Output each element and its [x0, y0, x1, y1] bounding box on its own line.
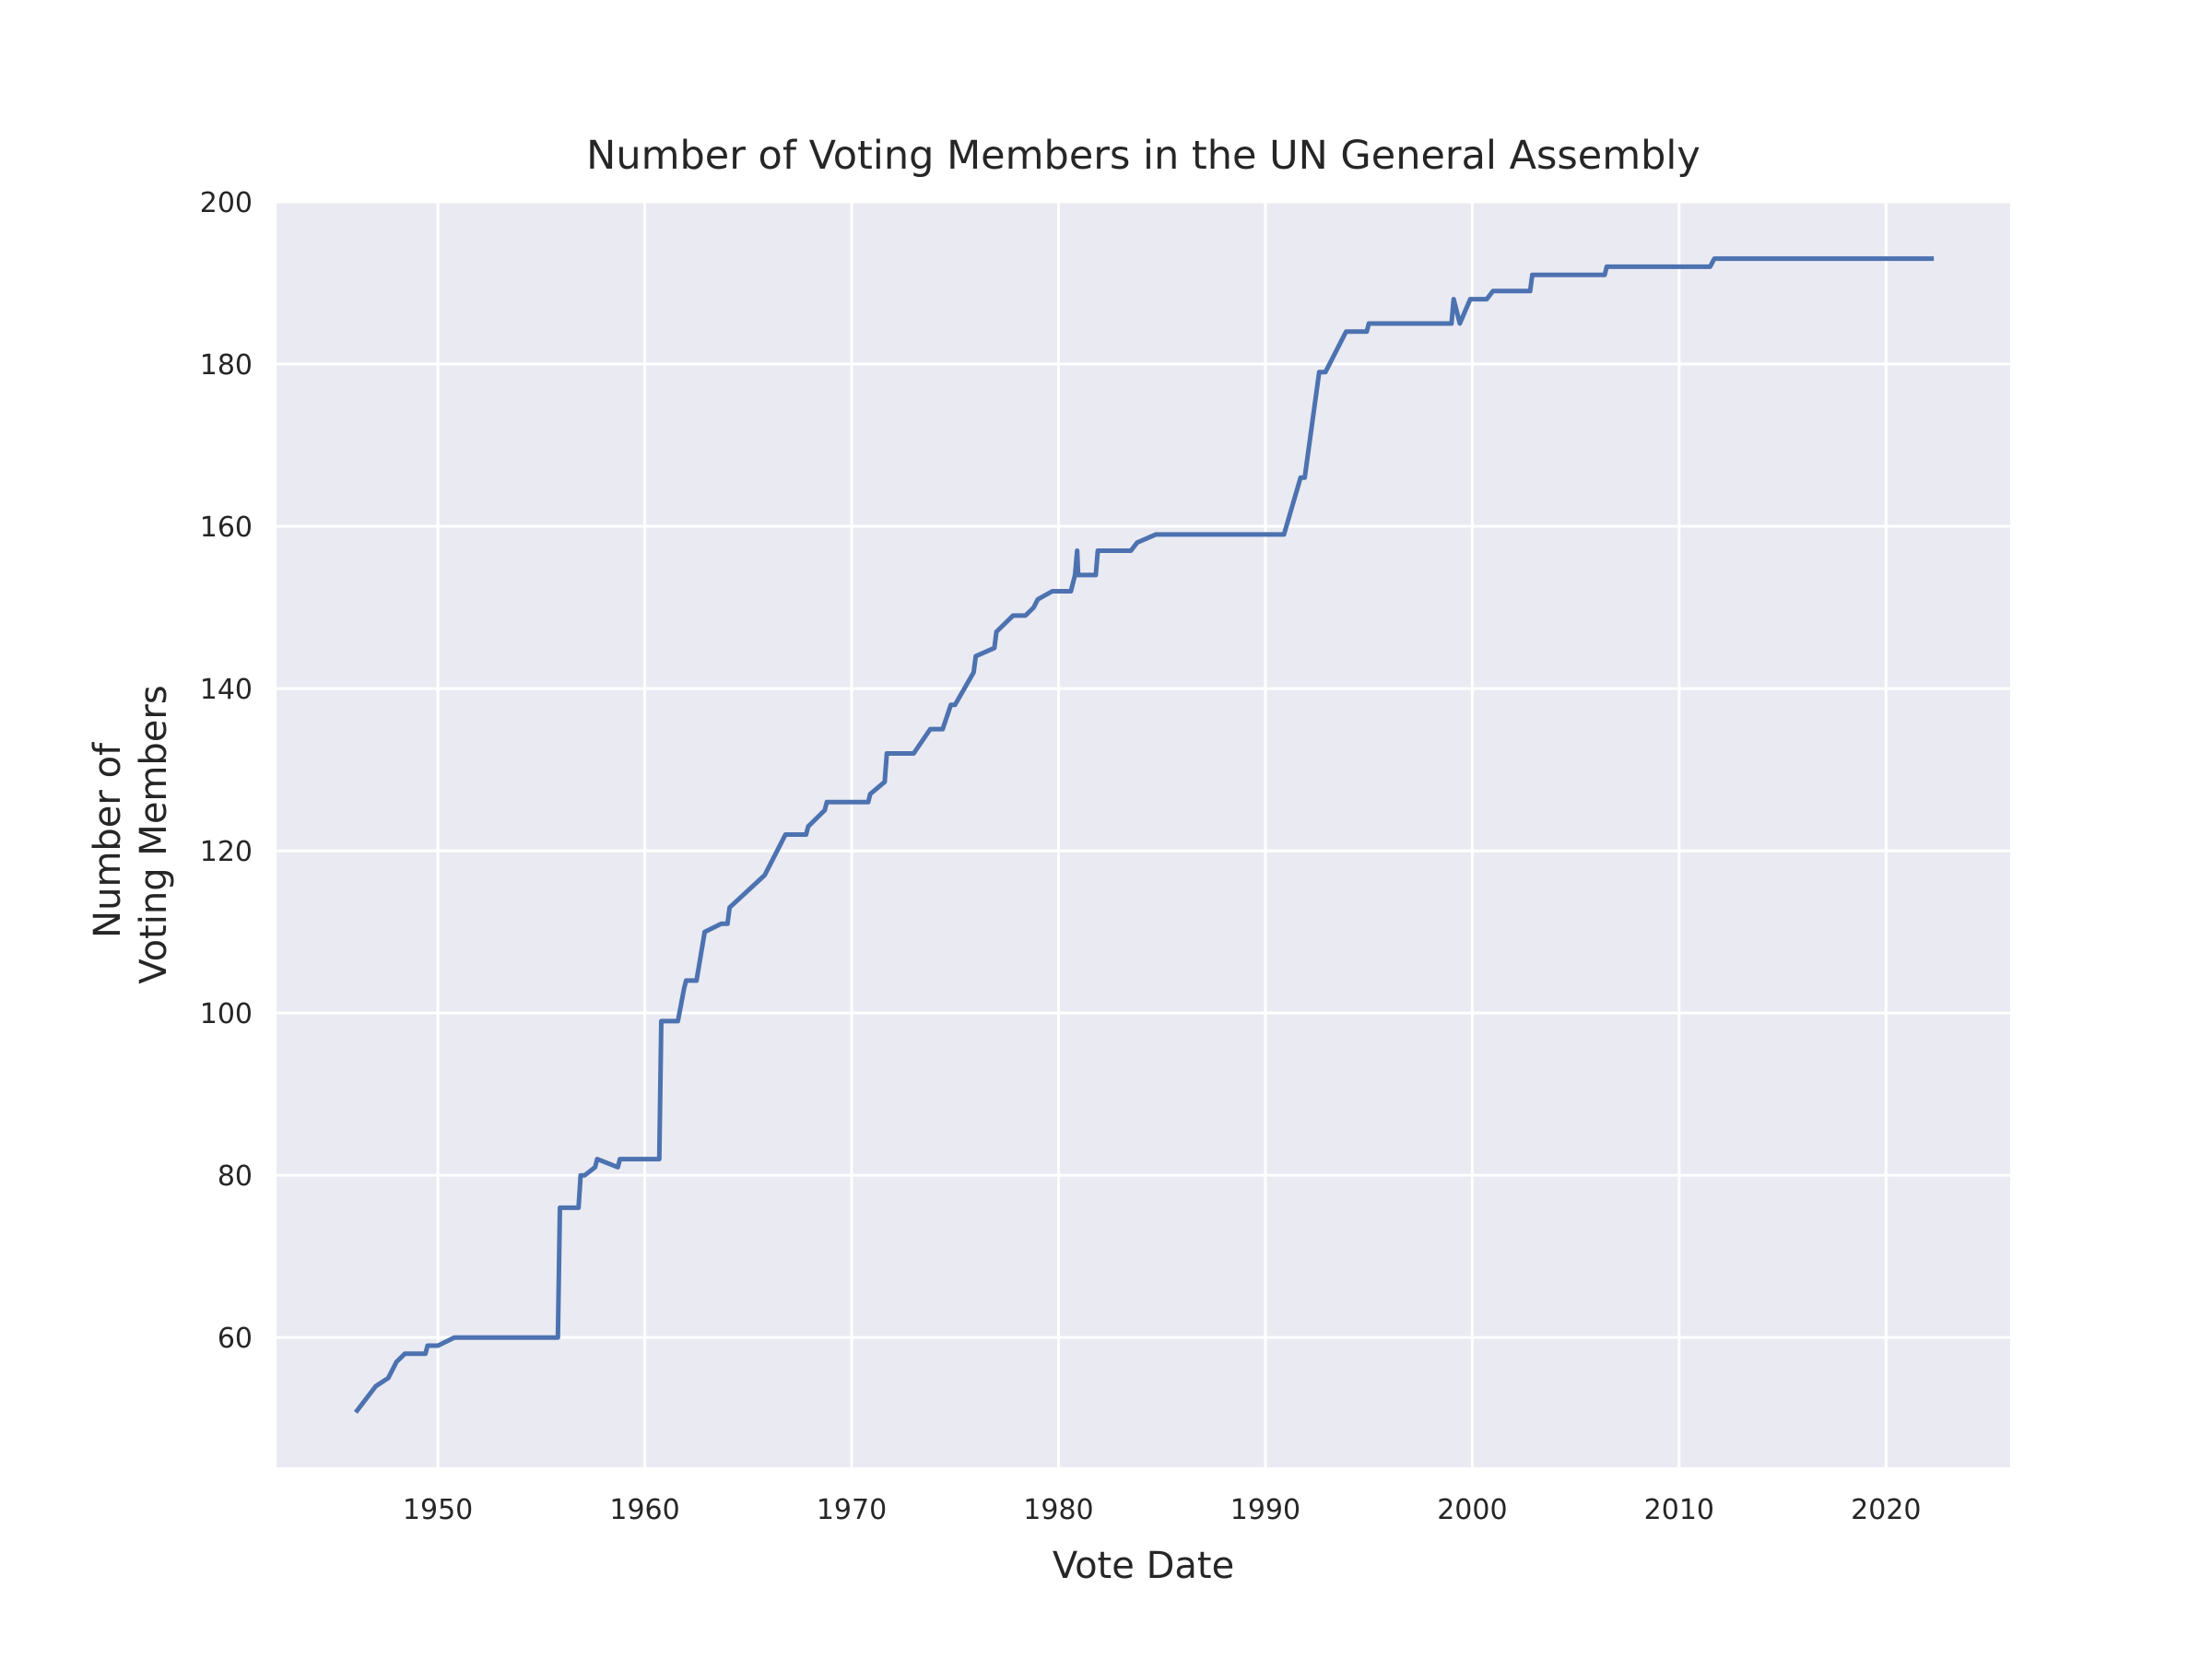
- y-tick-labels: 60 80 100 120 140 160 180 200: [200, 187, 253, 1355]
- y-tick-label: 180: [200, 349, 253, 382]
- y-tick-label: 100: [200, 998, 253, 1030]
- series-line: [353, 256, 1935, 1414]
- x-tick-label: 1960: [609, 1494, 679, 1526]
- y-tick-label: 140: [200, 674, 253, 706]
- x-tick-label: 1980: [1023, 1494, 1093, 1526]
- grid-lines: [276, 200, 2010, 1467]
- plot-area-background: [276, 202, 2010, 1467]
- y-tick-label: 160: [200, 512, 253, 544]
- y-tick-label: 80: [218, 1160, 253, 1193]
- x-tick-labels: 1950 1960 1970 1980 1990 2000 2010 2020: [403, 1494, 1922, 1526]
- y-tick-label: 200: [200, 187, 253, 219]
- x-tick-label: 1990: [1230, 1494, 1300, 1526]
- x-tick-label: 1950: [403, 1494, 473, 1526]
- x-axis-label: Vote Date: [1053, 1545, 1234, 1587]
- x-tick-label: 2020: [1851, 1494, 1921, 1526]
- series-layer: [353, 256, 1935, 1414]
- y-axis-label-line-1: Number of: [87, 742, 129, 938]
- y-tick-label: 120: [200, 836, 253, 868]
- y-tick-label: 60: [218, 1323, 253, 1355]
- y-axis-label-line-2: Voting Members: [133, 685, 175, 983]
- x-tick-label: 2010: [1644, 1494, 1714, 1526]
- chart-title: Number of Voting Members in the UN Gener…: [586, 133, 1700, 179]
- x-tick-label: 1970: [817, 1494, 887, 1526]
- y-axis-label: Number of Voting Members: [87, 685, 175, 983]
- x-tick-label: 2000: [1437, 1494, 1507, 1526]
